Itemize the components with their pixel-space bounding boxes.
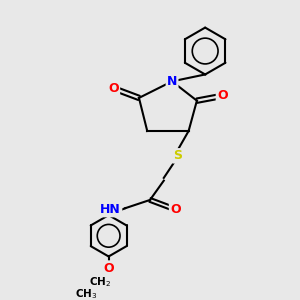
Text: CH$_2$: CH$_2$ bbox=[89, 275, 112, 289]
Text: S: S bbox=[173, 149, 182, 162]
Text: N: N bbox=[167, 75, 177, 88]
Text: O: O bbox=[108, 82, 119, 95]
Text: O: O bbox=[217, 89, 228, 102]
Text: O: O bbox=[103, 262, 114, 275]
Text: HN: HN bbox=[100, 203, 121, 216]
Text: O: O bbox=[170, 203, 181, 216]
Text: CH$_3$: CH$_3$ bbox=[74, 288, 97, 300]
